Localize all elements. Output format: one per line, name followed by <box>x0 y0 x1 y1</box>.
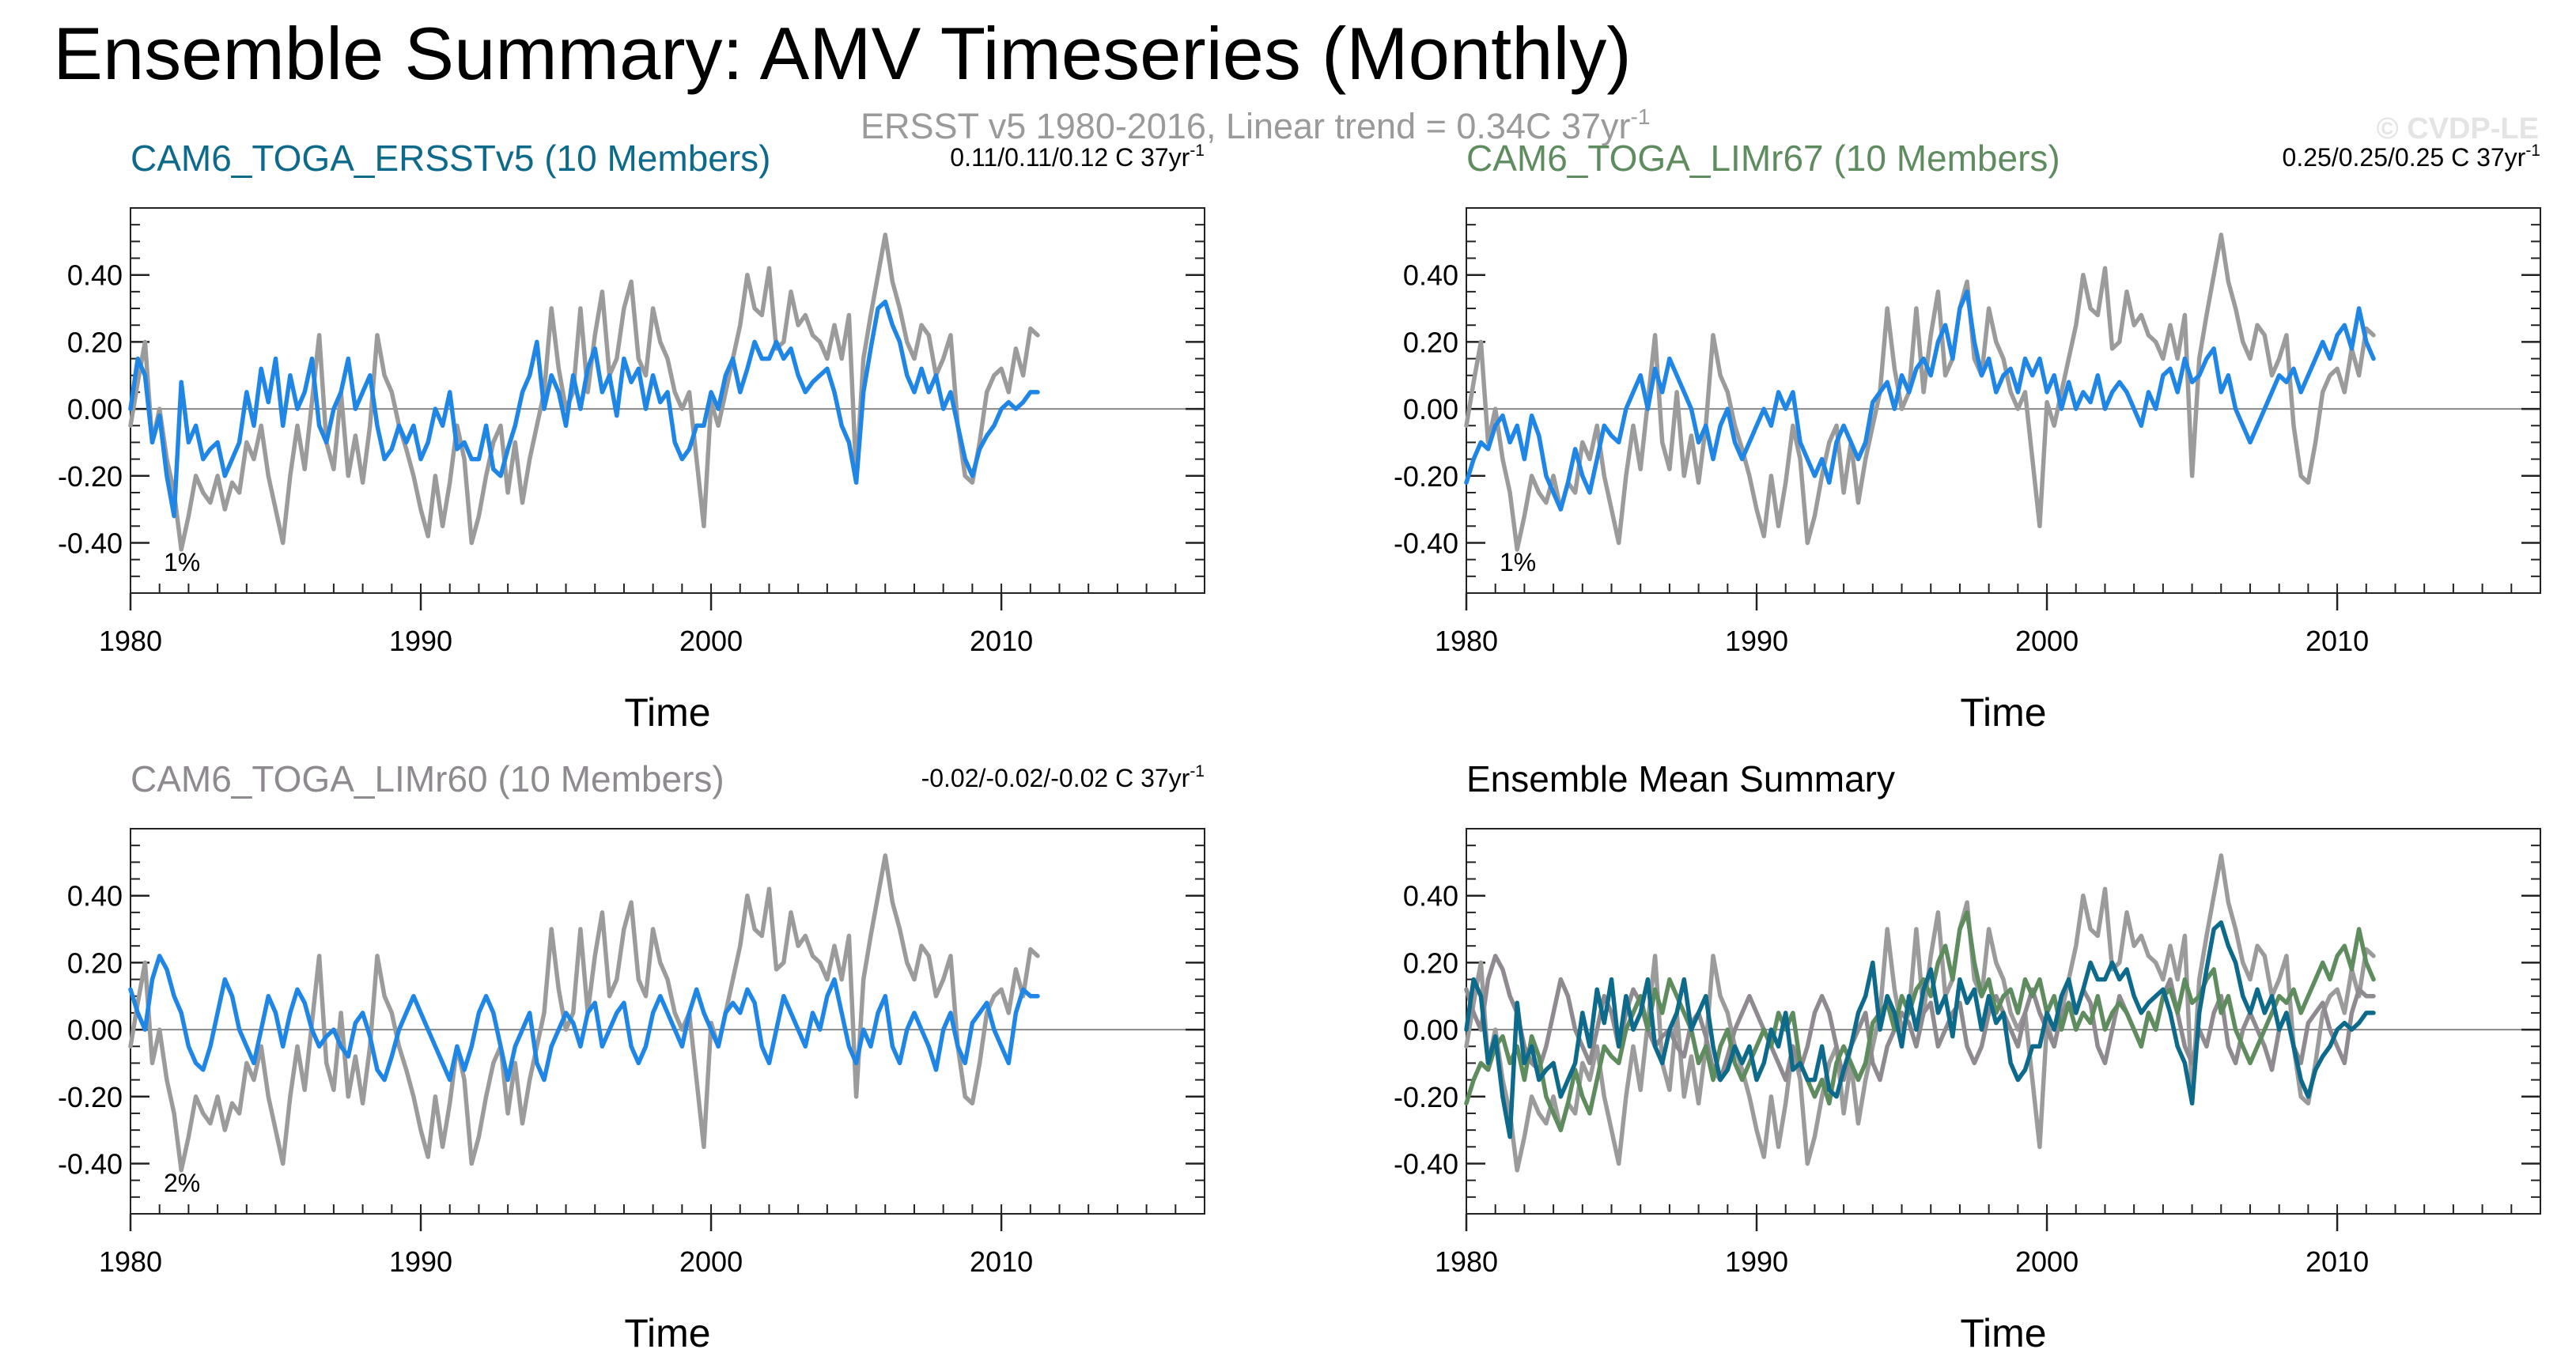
y-tick-label: 0.20 <box>67 326 123 358</box>
chart-panel-3: -0.40 -0.20 0.00 0.20 0.40 1980 1990 2000 2010 Ti… <box>58 758 1205 1355</box>
x-tick-label: 1990 <box>1725 625 1788 657</box>
panel-title: CAM6_TOGA_ERSSTv5 (10 Members) <box>131 138 771 179</box>
y-tick-label: 0.40 <box>1403 880 1458 913</box>
percent-label: 1% <box>164 548 200 576</box>
chart-panel-1: -0.40 -0.20 0.00 0.20 0.40 1980 1990 2000 2010 Ti… <box>58 138 1205 735</box>
figure-subtitle-main: ERSST v5 1980-2016, Linear trend = 0.34C… <box>861 106 1631 146</box>
figure-subtitle-sup: -1 <box>1631 104 1651 129</box>
panel-title: Ensemble Mean Summary <box>1466 758 1895 799</box>
plot-frame <box>130 828 1205 1215</box>
x-tick-label: 1980 <box>1435 625 1498 657</box>
chart-panel-2: -0.40 -0.20 0.00 0.20 0.40 1980 1990 2000 2010 Ti… <box>1394 138 2541 735</box>
trend-text: 0.11/0.11/0.12 C 37yr-1 <box>950 142 1205 172</box>
trend-sup: -1 <box>1190 762 1205 780</box>
panel-title: CAM6_TOGA_LIMr60 (10 Members) <box>131 758 724 799</box>
y-tick-label: -0.40 <box>1394 527 1458 559</box>
y-tick-label: -0.20 <box>58 460 123 493</box>
x-tick-label: 2010 <box>2306 625 2369 657</box>
x-tick-label: 2000 <box>2015 625 2079 657</box>
x-tick-label: 2010 <box>2306 1245 2369 1278</box>
y-tick-label: -0.40 <box>58 527 123 559</box>
x-tick-label: 2010 <box>970 1245 1033 1278</box>
percent-label: 1% <box>1500 548 1536 576</box>
y-tick-label: 0.00 <box>67 1014 123 1046</box>
y-tick-label: -0.20 <box>1394 460 1458 493</box>
series-line-2 <box>128 299 1040 519</box>
figure-subtitle: ERSST v5 1980-2016, Linear trend = 0.34C… <box>861 104 1650 146</box>
chart-panel-4: -0.40 -0.20 0.00 0.20 0.40 1980 1990 2000 2010 Ti… <box>1394 758 2541 1355</box>
trend-value: 0.11/0.11/0.12 C 37yr <box>950 143 1190 172</box>
x-axis-title: Time <box>624 1311 710 1355</box>
series-line-1 <box>128 853 1040 1173</box>
trend-sup: -1 <box>2525 142 2540 160</box>
y-tick-label: 0.00 <box>67 393 123 425</box>
trend-value: 0.25/0.25/0.25 C 37yr <box>2283 143 2526 172</box>
y-tick-label: 0.40 <box>1403 259 1458 292</box>
y-tick-label: 0.40 <box>67 880 123 913</box>
y-tick-label: 0.40 <box>67 259 123 292</box>
y-tick-label: -0.20 <box>58 1081 123 1113</box>
figure-title: Ensemble Summary: AMV Timeseries (Monthl… <box>53 12 1631 95</box>
x-tick-label: 1990 <box>389 625 452 657</box>
series-line-1 <box>1464 232 2376 552</box>
x-tick-label: 1980 <box>99 625 162 657</box>
trend-sup: -1 <box>1190 142 1205 160</box>
y-tick-label: 0.00 <box>1403 1014 1458 1046</box>
y-tick-label: -0.20 <box>1394 1081 1458 1113</box>
series-line-1 <box>1464 853 2376 1173</box>
series-line-4 <box>1464 920 2376 1139</box>
x-axis-title: Time <box>1960 1311 2046 1355</box>
x-tick-label: 2000 <box>679 1245 743 1278</box>
x-axis-title: Time <box>624 690 710 735</box>
y-tick-label: 0.00 <box>1403 393 1458 425</box>
series-line-2 <box>1464 289 2376 512</box>
plot-frame <box>1466 207 2541 594</box>
x-tick-label: 1980 <box>1435 1245 1498 1278</box>
trend-text: -0.02/-0.02/-0.02 C 37yr-1 <box>921 762 1205 792</box>
panel-title: CAM6_TOGA_LIMr67 (10 Members) <box>1466 138 2060 179</box>
y-tick-label: 0.20 <box>67 947 123 979</box>
series-line-2 <box>128 954 1040 1083</box>
chart-panels: -0.40 -0.20 0.00 0.20 0.40 1980 1990 2000 2010 Ti… <box>58 138 2541 1355</box>
x-tick-label: 1990 <box>1725 1245 1788 1278</box>
x-tick-label: 2000 <box>679 625 743 657</box>
y-tick-label: -0.40 <box>58 1147 123 1180</box>
y-tick-label: 0.20 <box>1403 947 1458 979</box>
trend-value: -0.02/-0.02/-0.02 C 37yr <box>921 764 1190 792</box>
copyright-text: © CVDP-LE <box>2377 112 2539 145</box>
series-line-1 <box>128 232 1040 552</box>
series-line-3 <box>1464 910 2376 1132</box>
trend-text: 0.25/0.25/0.25 C 37yr-1 <box>2283 142 2540 172</box>
y-tick-label: 0.20 <box>1403 326 1458 358</box>
x-tick-label: 1990 <box>389 1245 452 1278</box>
x-axis-title: Time <box>1960 690 2046 735</box>
x-tick-label: 2000 <box>2015 1245 2079 1278</box>
y-tick-label: -0.40 <box>1394 1147 1458 1180</box>
percent-label: 2% <box>164 1169 200 1197</box>
x-tick-label: 1980 <box>99 1245 162 1278</box>
x-tick-label: 2010 <box>970 625 1033 657</box>
